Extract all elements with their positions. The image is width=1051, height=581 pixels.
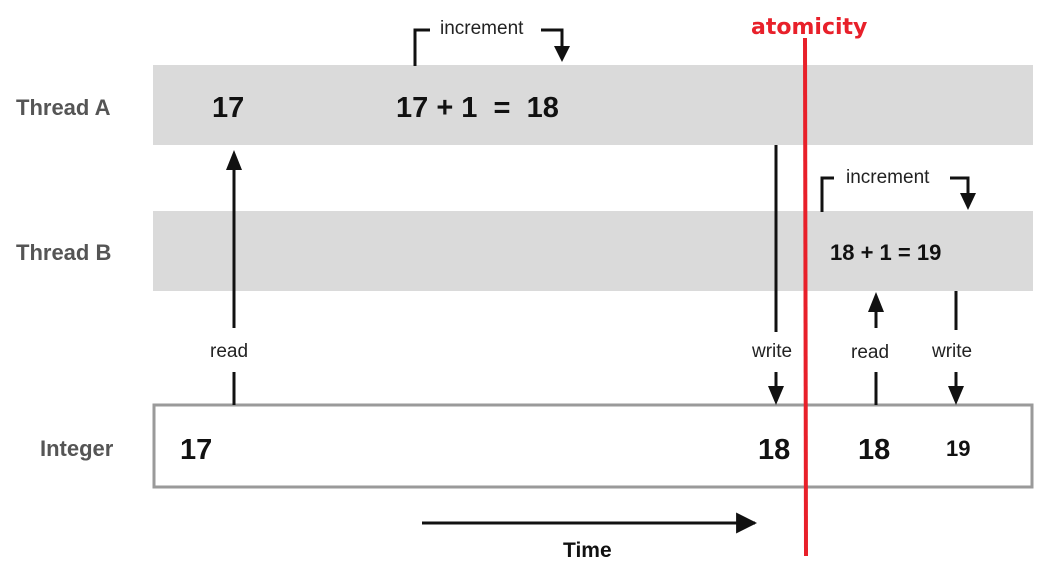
thread-b-increment-label: increment: [846, 167, 930, 188]
thread-b-increment-bracket: [820, 176, 970, 212]
thread-b-lane: [153, 211, 1033, 291]
time-label: Time: [563, 539, 612, 562]
thread-a-expression: 17 + 1 = 18: [396, 92, 559, 124]
thread-a-increment-bracket: [413, 28, 564, 66]
thread-a-read-value: 17: [212, 92, 244, 124]
write-b-arrowhead: [948, 386, 964, 405]
thread-a-increment-arrowhead: [554, 46, 570, 62]
thread-b-increment-arrowhead: [960, 193, 976, 210]
integer-value-after-write-b: 19: [946, 436, 970, 461]
read-a-label: read: [210, 341, 248, 362]
lane-label-thread-b: Thread B: [16, 240, 111, 265]
integer-lane: [152, 403, 1034, 489]
lane-label-integer: Integer: [40, 436, 114, 461]
read-b-label: read: [851, 342, 889, 363]
thread-a-lane: [153, 65, 1033, 145]
atomicity-label: atomicity: [751, 15, 867, 40]
atomicity-line: [803, 37, 808, 557]
thread-a-increment-label: increment: [440, 18, 524, 39]
write-b-label: write: [931, 341, 972, 362]
integer-value-read-b: 18: [858, 434, 890, 466]
integer-value-after-write-a: 18: [758, 434, 790, 466]
thread-b-expression: 18 + 1 = 19: [830, 240, 941, 265]
integer-value-initial: 17: [180, 434, 212, 466]
write-a-label: write: [751, 341, 792, 362]
lane-label-thread-a: Thread A: [16, 95, 111, 120]
read-a-arrowhead: [226, 150, 242, 170]
write-a-arrowhead: [768, 386, 784, 405]
read-b-arrowhead: [868, 292, 884, 312]
